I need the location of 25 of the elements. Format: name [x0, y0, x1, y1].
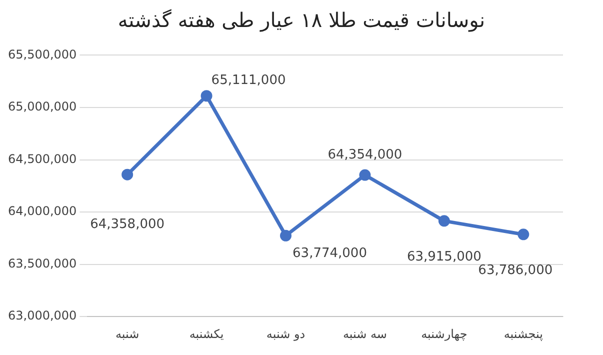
data-label: 64,354,000	[328, 147, 402, 162]
x-tick-label: سه شنبه	[342, 326, 387, 341]
data-label: 65,111,000	[211, 73, 286, 88]
y-tick-label: 63,500,000	[8, 256, 77, 270]
y-tick-label: 64,500,000	[8, 152, 77, 166]
point	[518, 228, 530, 240]
data-label: 63,774,000	[292, 246, 367, 262]
point	[200, 90, 212, 102]
x-tick-label: دو شنبه	[266, 326, 306, 341]
point	[280, 230, 292, 242]
point	[438, 215, 450, 227]
chart-title: نوسانات قیمت طلا ۱۸ عیار طی هفته گذشته	[116, 8, 486, 32]
x-tick-label: پنجشنبه	[504, 326, 543, 341]
x-tick-label: یکشنبه	[189, 326, 224, 341]
y-tick-label: 64,000,000	[8, 204, 77, 218]
x-tick-label: شنبه	[115, 326, 140, 341]
y-tick-label: 65,500,000	[8, 47, 77, 62]
x-tick-label: چهارشنبه	[421, 326, 468, 341]
y-tick-label: 63,000,000	[8, 308, 77, 323]
data-label: 63,786,000	[478, 262, 553, 278]
data-label: 64,358,000	[90, 216, 165, 232]
point	[359, 169, 371, 181]
y-tick-label: 65,000,000	[8, 100, 77, 114]
data-label: 63,915,000	[406, 249, 482, 264]
point	[122, 168, 134, 180]
